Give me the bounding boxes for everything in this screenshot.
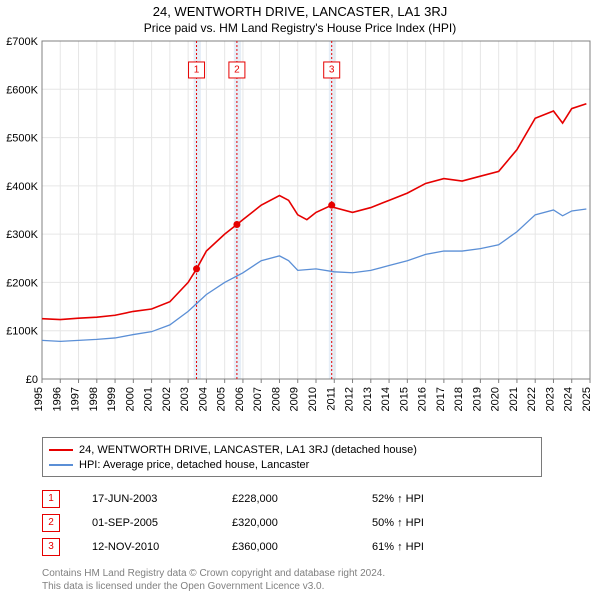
svg-text:£100K: £100K (6, 326, 38, 338)
svg-text:2001: 2001 (143, 387, 155, 411)
svg-text:2013: 2013 (362, 387, 374, 411)
footnote-line: This data is licensed under the Open Gov… (42, 580, 552, 593)
footnote-line: Contains HM Land Registry data © Crown c… (42, 567, 552, 580)
svg-text:2019: 2019 (471, 387, 483, 411)
chart-svg: £0 £100K £200K £300K £400K £500K £600K £700K 199… (0, 35, 600, 435)
sale-date: 12-NOV-2010 (92, 541, 232, 553)
table-row: 3 12-NOV-2010 £360,000 61% ↑ HPI (42, 535, 542, 559)
svg-text:1999: 1999 (106, 387, 118, 411)
legend: 24, WENTWORTH DRIVE, LANCASTER, LA1 3RJ … (42, 437, 542, 477)
svg-text:2005: 2005 (216, 387, 228, 411)
svg-text:2021: 2021 (508, 387, 520, 411)
chart: £0 £100K £200K £300K £400K £500K £600K £700K 199… (0, 35, 600, 435)
sale-date: 01-SEP-2005 (92, 517, 232, 529)
svg-text:1995: 1995 (33, 387, 45, 411)
svg-text:2014: 2014 (380, 387, 392, 411)
svg-text:2012: 2012 (344, 387, 356, 411)
legend-item: HPI: Average price, detached house, Lanc… (49, 457, 535, 472)
svg-text:1: 1 (194, 64, 200, 75)
svg-text:£200K: £200K (6, 277, 38, 289)
legend-swatch (49, 464, 73, 466)
page: 24, WENTWORTH DRIVE, LANCASTER, LA1 3RJ … (0, 0, 600, 590)
svg-text:2024: 2024 (563, 387, 575, 411)
svg-text:£300K: £300K (6, 229, 38, 241)
svg-text:1998: 1998 (88, 387, 100, 411)
svg-text:£0: £0 (26, 374, 38, 386)
svg-text:2022: 2022 (526, 387, 538, 411)
svg-text:2020: 2020 (490, 387, 502, 411)
svg-text:2004: 2004 (197, 387, 209, 411)
legend-label: HPI: Average price, detached house, Lanc… (79, 459, 309, 471)
svg-text:2003: 2003 (179, 387, 191, 411)
legend-item: 24, WENTWORTH DRIVE, LANCASTER, LA1 3RJ … (49, 442, 535, 457)
footnote: Contains HM Land Registry data © Crown c… (42, 567, 552, 593)
svg-text:2018: 2018 (453, 387, 465, 411)
svg-text:2009: 2009 (289, 387, 301, 411)
chart-title: 24, WENTWORTH DRIVE, LANCASTER, LA1 3RJ (0, 4, 600, 19)
svg-text:£700K: £700K (6, 36, 38, 48)
table-row: 1 17-JUN-2003 £228,000 52% ↑ HPI (42, 487, 542, 511)
svg-text:2023: 2023 (544, 387, 556, 411)
sales-table: 1 17-JUN-2003 £228,000 52% ↑ HPI 2 01-SE… (42, 487, 542, 559)
svg-text:2017: 2017 (435, 387, 447, 411)
svg-text:2011: 2011 (325, 387, 337, 411)
svg-text:2002: 2002 (161, 387, 173, 411)
sale-pct: 52% ↑ HPI (372, 493, 492, 505)
sale-date: 17-JUN-2003 (92, 493, 232, 505)
sale-marker-badge: 2 (42, 514, 60, 532)
sale-pct: 61% ↑ HPI (372, 541, 492, 553)
svg-text:1997: 1997 (70, 387, 82, 411)
sale-price: £320,000 (232, 517, 372, 529)
svg-text:1996: 1996 (51, 387, 63, 411)
svg-text:2008: 2008 (270, 387, 282, 411)
svg-text:2016: 2016 (417, 387, 429, 411)
svg-text:£600K: £600K (6, 84, 38, 96)
svg-text:2006: 2006 (234, 387, 246, 411)
chart-subtitle: Price paid vs. HM Land Registry's House … (0, 21, 600, 35)
svg-text:2000: 2000 (124, 387, 136, 411)
svg-text:£400K: £400K (6, 181, 38, 193)
svg-text:£500K: £500K (6, 133, 38, 145)
sale-marker-badge: 1 (42, 490, 60, 508)
sale-pct: 50% ↑ HPI (372, 517, 492, 529)
svg-text:2010: 2010 (307, 387, 319, 411)
sale-marker-badge: 3 (42, 538, 60, 556)
legend-swatch (49, 449, 73, 451)
chart-titles: 24, WENTWORTH DRIVE, LANCASTER, LA1 3RJ … (0, 0, 600, 35)
svg-text:2: 2 (234, 64, 240, 75)
svg-text:3: 3 (329, 64, 335, 75)
sale-price: £360,000 (232, 541, 372, 553)
svg-text:2015: 2015 (398, 387, 410, 411)
svg-text:2007: 2007 (252, 387, 264, 411)
legend-label: 24, WENTWORTH DRIVE, LANCASTER, LA1 3RJ … (79, 444, 417, 456)
svg-text:2025: 2025 (581, 387, 593, 411)
table-row: 2 01-SEP-2005 £320,000 50% ↑ HPI (42, 511, 542, 535)
sale-price: £228,000 (232, 493, 372, 505)
